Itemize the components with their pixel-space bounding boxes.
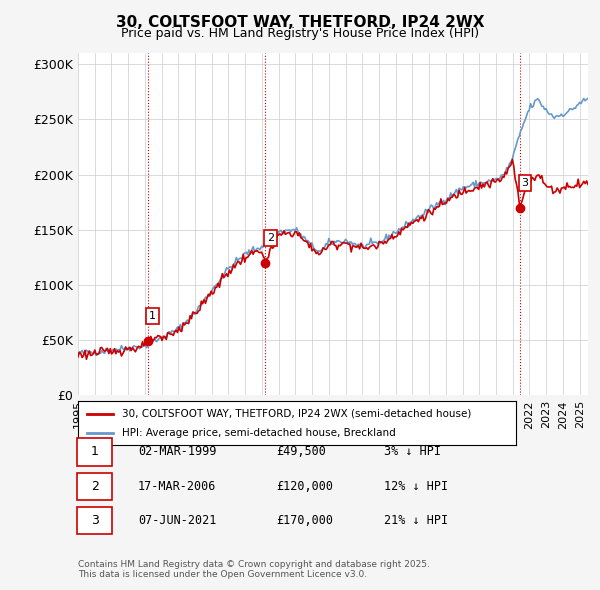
Text: Contains HM Land Registry data © Crown copyright and database right 2025.
This d: Contains HM Land Registry data © Crown c… (78, 560, 430, 579)
Text: 21% ↓ HPI: 21% ↓ HPI (384, 514, 448, 527)
Text: 2: 2 (91, 480, 99, 493)
Text: 07-JUN-2021: 07-JUN-2021 (138, 514, 217, 527)
Text: 12% ↓ HPI: 12% ↓ HPI (384, 480, 448, 493)
Text: 3: 3 (91, 514, 99, 527)
Text: 2: 2 (267, 233, 274, 243)
Text: Price paid vs. HM Land Registry's House Price Index (HPI): Price paid vs. HM Land Registry's House … (121, 27, 479, 40)
Text: 3: 3 (521, 178, 529, 188)
Text: HPI: Average price, semi-detached house, Breckland: HPI: Average price, semi-detached house,… (122, 428, 395, 438)
Text: £120,000: £120,000 (276, 480, 333, 493)
Text: £170,000: £170,000 (276, 514, 333, 527)
Text: 30, COLTSFOOT WAY, THETFORD, IP24 2WX: 30, COLTSFOOT WAY, THETFORD, IP24 2WX (116, 15, 484, 30)
Text: 02-MAR-1999: 02-MAR-1999 (138, 445, 217, 458)
Text: 17-MAR-2006: 17-MAR-2006 (138, 480, 217, 493)
Text: 1: 1 (91, 445, 99, 458)
Text: £49,500: £49,500 (276, 445, 326, 458)
Text: 30, COLTSFOOT WAY, THETFORD, IP24 2WX (semi-detached house): 30, COLTSFOOT WAY, THETFORD, IP24 2WX (s… (122, 409, 471, 418)
Text: 3% ↓ HPI: 3% ↓ HPI (384, 445, 441, 458)
Text: 1: 1 (149, 311, 156, 321)
